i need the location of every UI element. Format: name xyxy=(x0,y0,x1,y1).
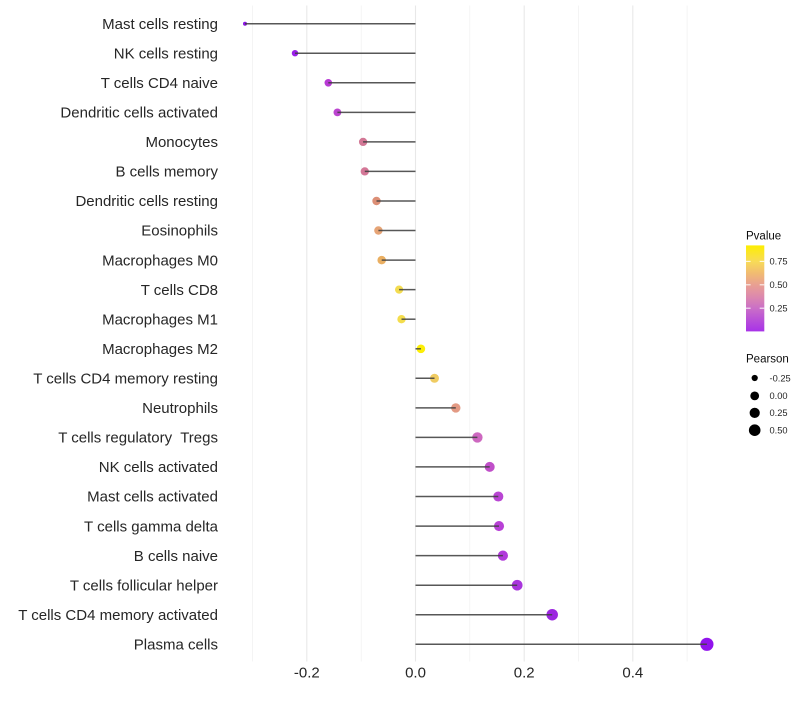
svg-text:T cells follicular helper: T cells follicular helper xyxy=(70,577,218,594)
svg-text:T cells CD4 memory activated: T cells CD4 memory activated xyxy=(18,607,218,624)
svg-text:T cells CD4 naive: T cells CD4 naive xyxy=(101,75,218,92)
svg-text:0.50: 0.50 xyxy=(770,426,788,436)
svg-text:0.2: 0.2 xyxy=(514,665,535,682)
svg-text:Macrophages M1: Macrophages M1 xyxy=(102,311,218,328)
svg-text:Mast cells activated: Mast cells activated xyxy=(87,489,218,506)
svg-text:0.00: 0.00 xyxy=(770,391,788,401)
svg-text:0.75: 0.75 xyxy=(770,257,788,267)
svg-text:Monocytes: Monocytes xyxy=(145,134,218,151)
svg-text:Macrophages M0: Macrophages M0 xyxy=(102,252,218,269)
svg-text:0.25: 0.25 xyxy=(770,304,788,314)
svg-text:0.25: 0.25 xyxy=(770,408,788,418)
svg-text:T cells regulatory Tregs: T cells regulatory Tregs xyxy=(58,430,218,447)
svg-text:Dendritic cells activated: Dendritic cells activated xyxy=(60,105,218,122)
svg-text:0.4: 0.4 xyxy=(622,665,643,682)
svg-text:-0.25: -0.25 xyxy=(770,373,791,383)
svg-text:T cells CD8: T cells CD8 xyxy=(141,282,218,299)
svg-text:T cells gamma delta: T cells gamma delta xyxy=(84,518,219,535)
svg-text:-0.2: -0.2 xyxy=(294,665,320,682)
svg-text:B cells naive: B cells naive xyxy=(134,548,218,565)
svg-text:0.50: 0.50 xyxy=(770,280,788,290)
svg-text:0.0: 0.0 xyxy=(405,665,426,682)
svg-text:NK cells activated: NK cells activated xyxy=(99,459,218,476)
svg-text:Pvalue: Pvalue xyxy=(746,231,781,243)
svg-text:Eosinophils: Eosinophils xyxy=(141,223,218,240)
svg-text:Macrophages M2: Macrophages M2 xyxy=(102,341,218,358)
svg-text:Mast cells resting: Mast cells resting xyxy=(102,16,218,33)
svg-text:Neutrophils: Neutrophils xyxy=(142,400,218,417)
svg-text:Pearson: Pearson xyxy=(746,354,789,366)
svg-text:B cells memory: B cells memory xyxy=(115,164,218,181)
svg-text:Plasma cells: Plasma cells xyxy=(134,637,218,654)
svg-text:Dendritic cells resting: Dendritic cells resting xyxy=(75,193,218,210)
svg-text:T cells CD4 memory resting: T cells CD4 memory resting xyxy=(33,371,218,388)
svg-text:NK cells resting: NK cells resting xyxy=(114,46,218,63)
